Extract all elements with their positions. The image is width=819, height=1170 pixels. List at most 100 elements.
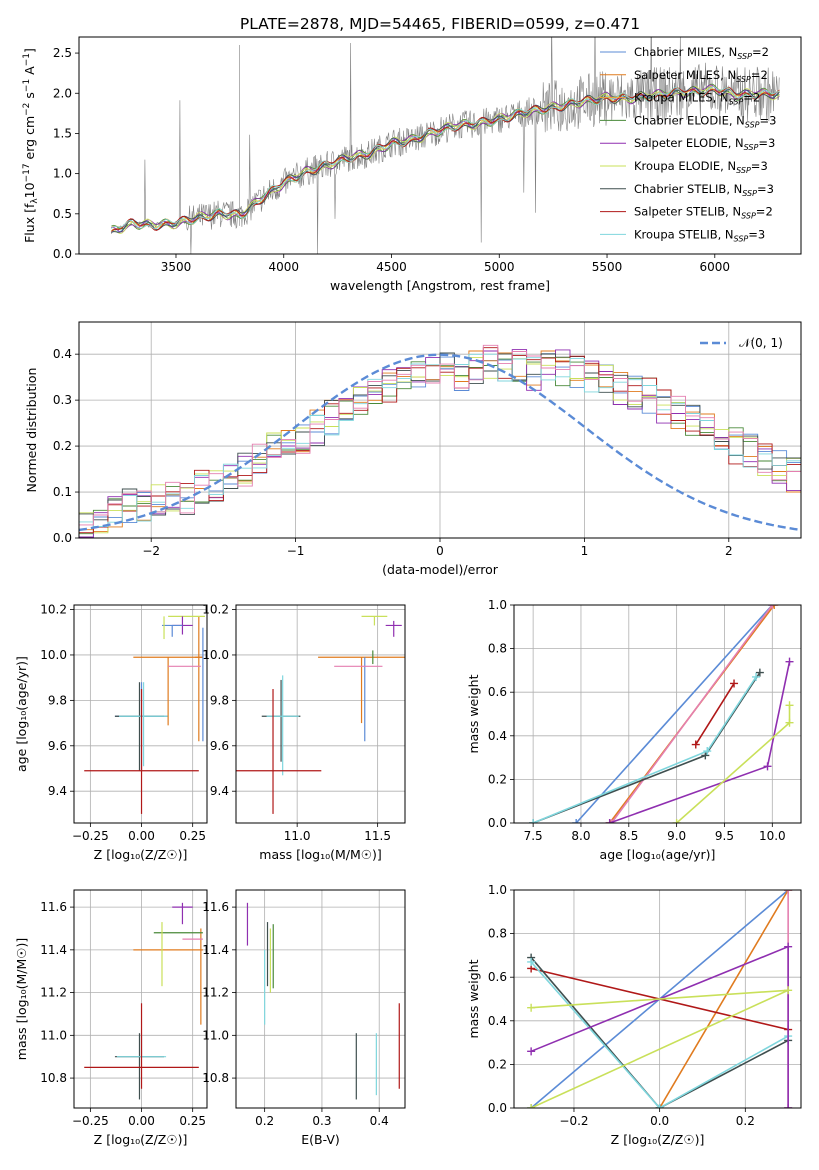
y-axis-label-part: −17 <box>22 163 32 182</box>
x-tick-label: 0.0 <box>650 1114 669 1128</box>
legend-nssp: 2 <box>762 45 769 59</box>
axes-frame <box>78 36 802 255</box>
histogram-step <box>79 357 801 535</box>
errorbar-point <box>114 682 165 771</box>
legend-sub: SSP <box>745 120 760 129</box>
x-tick-label: 0.25 <box>179 829 206 843</box>
y-axis-label-part: ] <box>22 48 37 53</box>
errorbar-point <box>266 675 299 776</box>
legend-nssp: 2 <box>760 68 767 82</box>
weight-marker <box>691 740 700 749</box>
plot-area <box>246 902 400 1100</box>
legend-nssp: 2 <box>753 91 760 105</box>
weight-marker <box>770 605 779 609</box>
x-tick-label: 10.0 <box>759 829 786 843</box>
weight-marker <box>763 762 772 771</box>
plot-area <box>529 605 794 823</box>
weight-marker <box>607 819 616 823</box>
weight-marker <box>701 751 710 760</box>
y-axis-label-part: Flux [f <box>22 203 37 243</box>
plot-area <box>84 902 203 1100</box>
legend-nssp: 3 <box>768 136 775 150</box>
x-tick-label: 3500 <box>161 260 192 274</box>
errorbar-point <box>261 679 301 762</box>
errorbar-point <box>236 689 322 814</box>
legend-sub: SSP <box>744 143 759 152</box>
x-axis-label: mass [log₁₀(M/M☉)] <box>259 847 381 862</box>
weight-marker <box>785 701 794 710</box>
legend-sep: , N <box>718 227 734 241</box>
legend-sep: , N <box>721 45 737 59</box>
legend-eq: = <box>758 136 768 150</box>
x-tick-label: 0.4 <box>370 1114 389 1128</box>
plot-area <box>527 890 793 1108</box>
axes-frame-group: −0.2 0.0 0.2 0.0 0.2 0.4 0.6 0.8 1.0 Z [log₁₀(Z/Z… <box>466 883 802 1147</box>
axes-frame-group: 7.5 8.0 8.5 9.0 9.5 10.0 0.0 0.2 0.4 0.6 0.8 1.0 age… <box>466 598 802 862</box>
weight-marker <box>785 657 794 666</box>
legend-label: 𝒩(0, 1) <box>739 336 783 350</box>
legend-name: Kroupa ELODIE <box>634 159 720 173</box>
y-tick-label: 10.2 <box>202 603 229 617</box>
y-tick-label: 1.0 <box>488 598 507 612</box>
weight-line <box>530 957 789 1108</box>
y-tick-label: 1.0 <box>488 883 507 897</box>
residual-legend: 𝒩(0, 1) <box>700 336 783 350</box>
weight-marker <box>572 819 581 823</box>
x-tick-label: 0.3 <box>312 1114 331 1128</box>
y-tick-label: 0.4 <box>488 1014 507 1028</box>
legend-sub: SSP <box>729 98 744 107</box>
legend-nssp: 2 <box>765 205 772 219</box>
legend-sub: SSP <box>734 234 749 243</box>
histogram-step <box>79 349 801 538</box>
x-tick-label: 2 <box>725 544 733 558</box>
axes-frame <box>73 889 208 1109</box>
y-axis-label-part: A <box>22 66 37 79</box>
x-axis-label: E(B-V) <box>301 1132 340 1147</box>
legend-label: Chabrier MILES, NSSP=2 <box>634 45 769 61</box>
legend-name: Chabrier MILES <box>634 45 721 59</box>
legend-label: Chabrier ELODIE, NSSP=3 <box>634 113 776 129</box>
y-tick-label: 0.6 <box>488 970 507 984</box>
weight-line <box>530 961 789 1108</box>
y-tick-label: 9.8 <box>48 693 67 707</box>
x-tick-label: 0.2 <box>255 1114 274 1128</box>
y-tick-label: 10.2 <box>40 603 67 617</box>
weight-marker <box>527 1047 536 1056</box>
legend-sep: , N <box>720 159 736 173</box>
model-spectrum <box>111 86 780 233</box>
x-tick-label: 0.00 <box>128 829 155 843</box>
legend-eq: = <box>757 182 767 196</box>
errorbar-point <box>133 656 203 726</box>
y-tick-label: 2.0 <box>53 86 72 100</box>
errorbar-point <box>194 616 203 742</box>
y-tick-label: 9.6 <box>48 739 67 753</box>
legend-name: Kroupa STELIB <box>634 227 718 241</box>
legend-label: Chabrier STELIB, NSSP=3 <box>634 182 774 198</box>
axes-frame <box>513 604 802 824</box>
y-tick-label: 0.8 <box>488 642 507 656</box>
legend-name: Chabrier ELODIE <box>634 113 729 127</box>
histogram-step <box>79 352 801 521</box>
legend-label: Kroupa ELODIE, NSSP=3 <box>634 159 768 175</box>
plot-area <box>79 344 801 538</box>
weight-line <box>575 605 773 823</box>
legend-nssp: 3 <box>769 113 776 127</box>
y-tick-label: 11.4 <box>202 943 229 957</box>
y-tick-label: 0.0 <box>488 1101 507 1115</box>
y-axis-label: mass weight <box>466 959 481 1038</box>
plot-area <box>84 615 205 814</box>
weight-marker <box>655 1104 664 1108</box>
x-tick-label: 11.0 <box>284 829 311 843</box>
legend-name: Salpeter ELODIE <box>634 136 728 150</box>
y-axis-label-part: −2 <box>22 103 32 116</box>
legend-sub: SSP <box>736 166 751 175</box>
y-tick-label: 10.0 <box>40 648 67 662</box>
x-axis-label: age [log₁₀(age/yr)] <box>600 847 716 862</box>
y-tick-label: 1.0 <box>53 167 72 181</box>
y-tick-label: 11.2 <box>40 986 67 1000</box>
x-tick-label: 11.5 <box>364 829 391 843</box>
weight-marker <box>672 819 681 823</box>
weight-marker <box>527 957 536 966</box>
x-tick-label: −0.2 <box>559 1114 588 1128</box>
weight-marker <box>784 890 793 894</box>
